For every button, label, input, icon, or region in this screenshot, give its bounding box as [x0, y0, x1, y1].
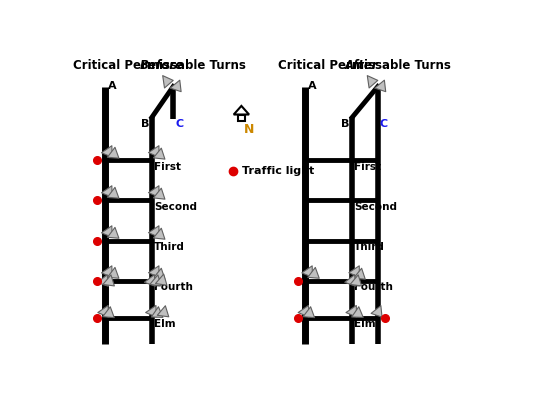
Text: Fourth: Fourth: [154, 282, 193, 292]
FancyArrowPatch shape: [148, 146, 159, 157]
FancyArrowPatch shape: [107, 227, 119, 238]
FancyArrowPatch shape: [103, 307, 114, 318]
Text: Second: Second: [354, 202, 397, 212]
Text: Elm: Elm: [354, 319, 376, 329]
FancyArrowPatch shape: [151, 307, 163, 317]
FancyArrowPatch shape: [350, 275, 361, 286]
Text: Third: Third: [354, 242, 385, 252]
FancyArrowPatch shape: [153, 268, 165, 279]
FancyArrowPatch shape: [157, 306, 169, 317]
Text: After: After: [344, 59, 378, 72]
FancyArrowPatch shape: [345, 275, 356, 286]
FancyArrowPatch shape: [153, 148, 165, 159]
FancyArrowPatch shape: [98, 306, 108, 317]
FancyArrowPatch shape: [371, 306, 382, 317]
FancyArrowPatch shape: [107, 268, 119, 278]
FancyArrowPatch shape: [102, 186, 112, 197]
FancyArrowPatch shape: [163, 76, 173, 88]
FancyArrowPatch shape: [103, 275, 114, 286]
Text: Critical Permissable Turns: Critical Permissable Turns: [278, 59, 455, 72]
Text: First: First: [354, 162, 381, 172]
Text: Before: Before: [140, 59, 184, 72]
Text: A: A: [108, 81, 116, 91]
FancyArrowPatch shape: [346, 306, 356, 317]
Text: Traffic light: Traffic light: [242, 166, 315, 176]
FancyArrowPatch shape: [170, 80, 181, 92]
FancyArrowPatch shape: [107, 187, 119, 198]
FancyArrowPatch shape: [102, 146, 112, 157]
FancyArrowPatch shape: [308, 268, 319, 278]
Text: C: C: [380, 119, 388, 129]
FancyArrowPatch shape: [354, 268, 365, 279]
Text: N: N: [244, 123, 254, 136]
FancyArrowPatch shape: [102, 226, 112, 237]
FancyArrowPatch shape: [375, 80, 386, 92]
FancyArrowPatch shape: [148, 226, 159, 237]
FancyArrowPatch shape: [148, 186, 159, 197]
FancyArrowPatch shape: [349, 266, 359, 277]
FancyArrowPatch shape: [303, 307, 315, 318]
FancyArrowPatch shape: [298, 306, 309, 317]
Text: Third: Third: [154, 242, 185, 252]
Text: B: B: [140, 119, 149, 129]
Text: A: A: [308, 81, 316, 91]
FancyArrowPatch shape: [107, 147, 119, 158]
FancyArrowPatch shape: [302, 266, 312, 278]
FancyArrowPatch shape: [351, 307, 363, 317]
Text: Elm: Elm: [154, 319, 175, 329]
FancyArrowPatch shape: [146, 306, 156, 317]
Text: First: First: [154, 162, 181, 172]
Text: Second: Second: [154, 202, 197, 212]
FancyArrowPatch shape: [145, 275, 155, 286]
Text: C: C: [175, 119, 184, 129]
Text: Fourth: Fourth: [354, 282, 393, 292]
FancyArrowPatch shape: [153, 228, 165, 239]
Polygon shape: [234, 106, 249, 114]
Text: Critical Permissable Turns: Critical Permissable Turns: [73, 59, 250, 72]
FancyArrowPatch shape: [153, 188, 165, 199]
FancyArrowPatch shape: [156, 274, 167, 285]
Polygon shape: [238, 114, 245, 121]
FancyArrowPatch shape: [97, 275, 108, 286]
FancyArrowPatch shape: [150, 275, 161, 286]
Text: B: B: [341, 119, 349, 129]
FancyArrowPatch shape: [148, 266, 159, 277]
FancyArrowPatch shape: [367, 76, 378, 88]
FancyArrowPatch shape: [102, 266, 112, 278]
